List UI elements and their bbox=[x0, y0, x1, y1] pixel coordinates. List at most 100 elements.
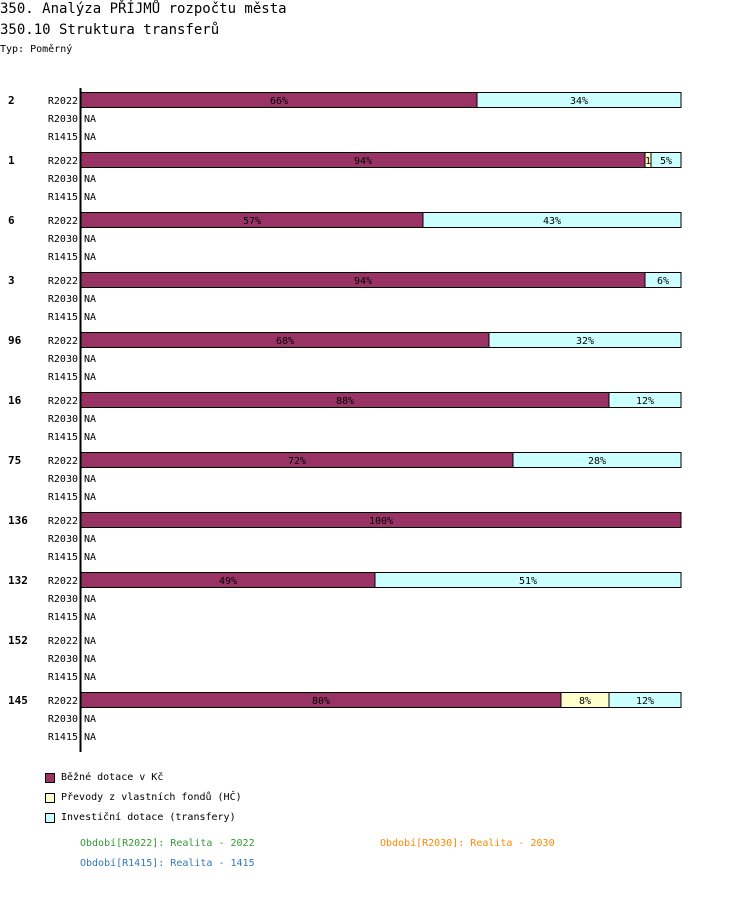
na-label: NA bbox=[84, 612, 96, 623]
page-subtitle: 350.10 Struktura transferů bbox=[0, 22, 220, 38]
bar-segment bbox=[650, 152, 682, 168]
na-label: NA bbox=[84, 354, 96, 365]
legend-label: Investiční dotace (transfery) bbox=[61, 812, 236, 823]
period-note: Období[R2030]: Realita - 2030 bbox=[380, 838, 555, 849]
group-label: 2 bbox=[8, 94, 15, 107]
bar-label: 57% bbox=[243, 216, 261, 227]
group-label: 3 bbox=[8, 274, 15, 287]
bar-label: 28% bbox=[588, 456, 606, 467]
group-label: 145 bbox=[8, 694, 28, 707]
na-label: NA bbox=[84, 492, 96, 503]
period-label: R1415 bbox=[48, 372, 78, 383]
group-label: 75 bbox=[8, 454, 21, 467]
legend-item: Běžné dotace v Kč bbox=[45, 772, 163, 783]
period-label: R2022 bbox=[48, 96, 78, 107]
legend-label: Převody z vlastních fondů (HČ) bbox=[61, 792, 242, 803]
bar-segment bbox=[608, 692, 682, 708]
bar-label: 8% bbox=[579, 696, 591, 707]
period-label: R2030 bbox=[48, 354, 78, 365]
period-label: R2030 bbox=[48, 714, 78, 725]
bar-label: 6% bbox=[657, 276, 669, 287]
bar-segment bbox=[512, 452, 682, 468]
group-label: 1 bbox=[8, 154, 15, 167]
na-label: NA bbox=[84, 252, 96, 263]
na-label: NA bbox=[84, 312, 96, 323]
bar-label: 68% bbox=[276, 336, 294, 347]
period-label: R1415 bbox=[48, 612, 78, 623]
period-label: R2022 bbox=[48, 216, 78, 227]
period-note: Období[R2022]: Realita - 2022 bbox=[80, 838, 255, 849]
legend-item: Převody z vlastních fondů (HČ) bbox=[45, 792, 242, 803]
na-label: NA bbox=[84, 594, 96, 605]
na-label: NA bbox=[84, 372, 96, 383]
na-label: NA bbox=[84, 432, 96, 443]
bar-label: 12% bbox=[636, 696, 654, 707]
na-label: NA bbox=[84, 672, 96, 683]
period-label: R2030 bbox=[48, 594, 78, 605]
na-label: NA bbox=[84, 654, 96, 665]
bar-label: 66% bbox=[270, 96, 288, 107]
na-label: NA bbox=[84, 732, 96, 743]
period-label: R1415 bbox=[48, 132, 78, 143]
period-label: R2022 bbox=[48, 156, 78, 167]
group-label: 16 bbox=[8, 394, 22, 407]
bar-label: 12% bbox=[636, 396, 654, 407]
period-label: R2030 bbox=[48, 474, 78, 485]
period-label: R2022 bbox=[48, 696, 78, 707]
bar-label: 94% bbox=[354, 276, 372, 287]
na-label: NA bbox=[84, 192, 96, 203]
bar-label: 5% bbox=[660, 156, 672, 167]
chart: 2 R2022 66% 34% R2030 NA R1415 NA 1 R2022 94% 1 5% R2… bbox=[8, 88, 682, 752]
period-note: Období[R1415]: Realita - 1415 bbox=[80, 858, 255, 869]
period-label: R1415 bbox=[48, 312, 78, 323]
period-label: R2022 bbox=[48, 516, 78, 527]
bar-label: 80% bbox=[312, 696, 330, 707]
na-label: NA bbox=[84, 132, 96, 143]
na-label: NA bbox=[84, 552, 96, 563]
na-label: NA bbox=[84, 474, 96, 485]
period-label: R1415 bbox=[48, 672, 78, 683]
page-title: 350. Analýza PŘÍJMŮ rozpočtu města bbox=[0, 1, 287, 17]
na-label: NA bbox=[84, 294, 96, 305]
group-label: 152 bbox=[8, 634, 28, 647]
bar-label: 49% bbox=[219, 576, 237, 587]
bar-label: 94% bbox=[354, 156, 372, 167]
period-label: R2030 bbox=[48, 234, 78, 245]
period-label: R1415 bbox=[48, 492, 78, 503]
bar-label: 88% bbox=[336, 396, 354, 407]
period-label: R1415 bbox=[48, 252, 78, 263]
bar-label: 32% bbox=[576, 336, 594, 347]
group-label: 136 bbox=[8, 514, 28, 527]
bar-label: 34% bbox=[570, 96, 588, 107]
period-label: R2022 bbox=[48, 456, 78, 467]
na-label: NA bbox=[84, 636, 96, 647]
period-label: R2022 bbox=[48, 396, 78, 407]
chart-type: Typ: Poměrný bbox=[0, 44, 73, 55]
group-label: 132 bbox=[8, 574, 28, 587]
period-label: R2030 bbox=[48, 654, 78, 665]
bar-segment bbox=[644, 272, 682, 288]
bar-label: 100% bbox=[369, 516, 393, 527]
period-label: R1415 bbox=[48, 552, 78, 563]
na-label: NA bbox=[84, 414, 96, 425]
bar-segment bbox=[422, 212, 682, 228]
period-label: R1415 bbox=[48, 192, 78, 203]
period-label: R2030 bbox=[48, 174, 78, 185]
bar-label: 72% bbox=[288, 456, 306, 467]
legend-item: Investiční dotace (transfery) bbox=[45, 812, 236, 823]
period-label: R2022 bbox=[48, 576, 78, 587]
legend-swatch bbox=[45, 772, 55, 783]
bar-label: 43% bbox=[543, 216, 561, 227]
bar-segment bbox=[476, 92, 682, 108]
legend-swatch bbox=[45, 792, 55, 803]
period-label: R2030 bbox=[48, 114, 78, 125]
bar-segment bbox=[488, 332, 682, 348]
bar-label: 1 bbox=[645, 156, 651, 167]
bar-label: 51% bbox=[519, 576, 537, 587]
period-label: R2030 bbox=[48, 534, 78, 545]
bar-segment bbox=[374, 572, 682, 588]
period-label: R1415 bbox=[48, 432, 78, 443]
period-label: R2022 bbox=[48, 276, 78, 287]
na-label: NA bbox=[84, 234, 96, 245]
group-label: 96 bbox=[8, 334, 22, 347]
